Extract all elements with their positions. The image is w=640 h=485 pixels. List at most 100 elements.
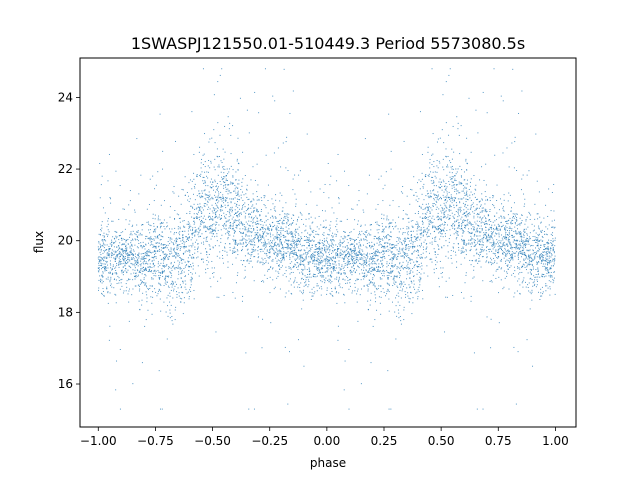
data-point: [494, 245, 496, 247]
data-point: [282, 219, 284, 221]
data-point: [307, 252, 309, 254]
data-point: [427, 195, 429, 197]
data-point: [152, 272, 154, 274]
data-point: [433, 197, 435, 199]
data-point: [500, 268, 502, 270]
data-point: [230, 153, 232, 155]
data-point: [308, 267, 310, 269]
data-point: [200, 223, 202, 225]
data-point: [98, 267, 100, 269]
data-point: [188, 296, 190, 298]
data-point: [200, 212, 202, 214]
data-point: [479, 235, 481, 237]
data-point: [192, 207, 194, 209]
data-point: [453, 233, 455, 235]
data-point: [342, 279, 344, 281]
data-point: [238, 204, 240, 206]
data-point: [325, 227, 327, 229]
data-point: [548, 248, 550, 250]
data-point: [217, 166, 219, 168]
data-point: [325, 255, 327, 257]
data-point: [298, 258, 300, 260]
data-point: [99, 246, 101, 248]
data-point: [146, 251, 148, 253]
data-point: [136, 239, 138, 241]
data-point: [374, 253, 376, 255]
data-point: [241, 185, 243, 187]
data-point: [322, 226, 324, 228]
data-point: [425, 195, 427, 197]
data-point: [517, 280, 519, 282]
data-point: [108, 249, 110, 251]
data-point: [542, 257, 544, 259]
data-point: [221, 255, 223, 257]
data-point: [361, 255, 363, 257]
data-point: [334, 233, 336, 235]
data-point: [479, 211, 481, 213]
data-point: [539, 240, 541, 242]
data-point: [158, 283, 160, 285]
data-point: [351, 259, 353, 261]
data-point: [539, 257, 541, 259]
data-point: [449, 229, 451, 231]
data-point: [445, 205, 447, 207]
data-point: [512, 213, 514, 215]
data-point: [355, 253, 357, 255]
data-point: [165, 254, 167, 256]
data-point: [259, 262, 261, 264]
data-point: [159, 408, 161, 410]
data-point: [407, 263, 409, 265]
data-point: [143, 263, 145, 265]
data-point: [232, 263, 234, 265]
data-point: [488, 262, 490, 264]
data-point: [529, 291, 531, 293]
data-point: [191, 278, 193, 280]
data-point: [406, 247, 408, 249]
data-point: [539, 298, 541, 300]
data-point: [409, 298, 411, 300]
data-point: [222, 257, 224, 259]
data-point: [197, 247, 199, 249]
data-point: [440, 272, 442, 274]
data-point: [261, 257, 263, 259]
data-point: [370, 273, 372, 275]
data-point: [157, 217, 159, 219]
data-point: [415, 191, 417, 193]
data-point: [244, 228, 246, 230]
data-point: [327, 242, 329, 244]
data-point: [302, 269, 304, 271]
data-point: [202, 222, 204, 224]
data-point: [173, 249, 175, 251]
data-point: [336, 180, 338, 182]
data-point: [296, 246, 298, 248]
data-point: [340, 244, 342, 246]
data-point: [538, 250, 540, 252]
data-point: [153, 225, 155, 227]
data-point: [379, 241, 381, 243]
data-point: [308, 276, 310, 278]
data-point: [442, 230, 444, 232]
data-point: [212, 272, 214, 274]
data-point: [546, 251, 548, 253]
data-point: [335, 220, 337, 222]
data-point: [119, 263, 121, 265]
data-point: [132, 255, 134, 257]
data-point: [183, 226, 185, 228]
data-point: [159, 234, 161, 236]
data-point: [171, 269, 173, 271]
data-point: [142, 262, 144, 264]
data-point: [424, 213, 426, 215]
data-point: [153, 239, 155, 241]
data-point: [526, 233, 528, 235]
data-point: [183, 243, 185, 245]
data-point: [437, 227, 439, 229]
data-point: [455, 254, 457, 256]
data-point: [414, 288, 416, 290]
data-point: [126, 271, 128, 273]
data-point: [326, 259, 328, 261]
data-point: [418, 229, 420, 231]
data-point: [433, 161, 435, 163]
data-point: [214, 230, 216, 232]
data-point: [440, 204, 442, 206]
data-point: [325, 277, 327, 279]
